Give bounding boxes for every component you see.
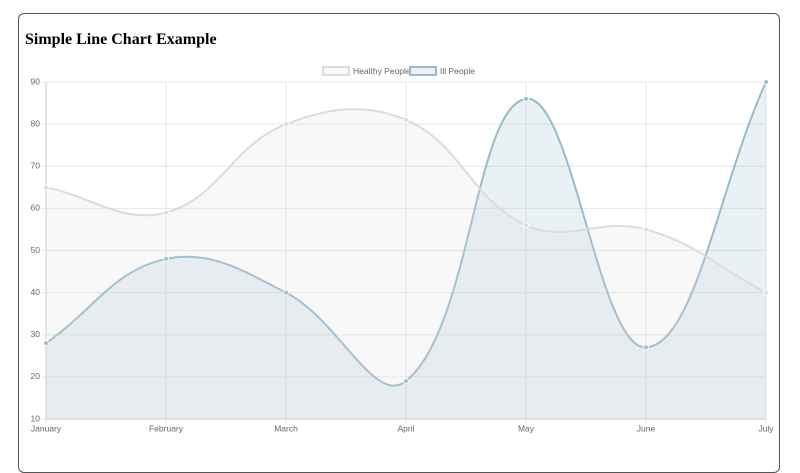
point [643,344,649,351]
legend-label: Ill People [440,66,475,76]
line [45,81,767,387]
x-tick-label: July [758,423,774,433]
x-tick-label: May [518,423,535,433]
point [163,209,169,216]
point [43,184,49,191]
point [763,79,769,85]
y-tick-label: 20 [31,371,41,381]
legend-label: Healthy People [353,66,411,76]
x-tick-label: June [637,423,656,433]
x-tick-label: April [397,423,414,433]
y-tick-label: 50 [31,245,41,255]
y-tick-label: 10 [31,413,41,423]
point [523,222,529,229]
y-tick-label: 70 [31,161,41,171]
point [403,378,409,385]
chart: 10 20 30 40 50 60 70 80 90 January February March Ap… [31,66,775,434]
x-tick-label: January [31,423,62,433]
x-tick-label: March [274,423,298,433]
point [163,255,169,262]
point [523,95,529,102]
area [46,82,766,419]
y-tick-label: 40 [31,287,41,297]
point [643,226,649,233]
chart-title: Simple Line Chart Example [25,31,217,48]
area [46,109,766,420]
point [403,116,409,123]
point [283,121,289,128]
y-tick-label: 60 [31,203,41,213]
point [763,289,769,296]
y-tick-label: 90 [31,76,41,86]
x-tick-label: February [149,423,184,433]
point [283,289,289,296]
legend-swatch [322,66,350,76]
page: Simple Line Chart Example 10 20 30 40 50 60 70… [18,13,780,473]
y-tick-label: 80 [31,118,41,128]
point [43,340,49,347]
legend-swatch [409,66,437,76]
y-tick-label: 30 [31,329,41,339]
